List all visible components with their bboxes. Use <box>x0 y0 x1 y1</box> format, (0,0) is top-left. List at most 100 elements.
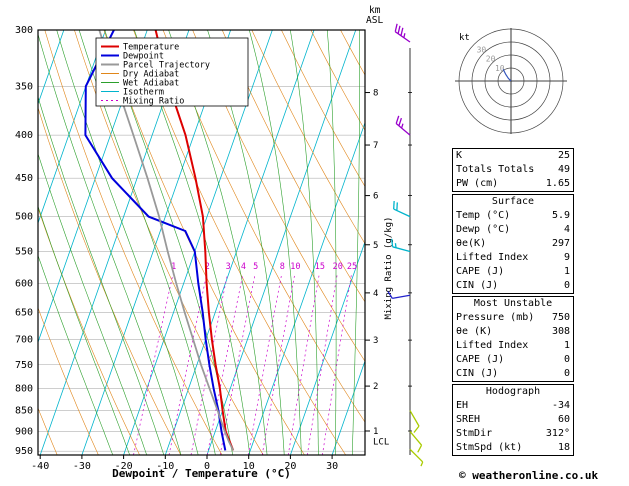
svg-text:800: 800 <box>15 383 33 394</box>
table-most-unstable-title: Most Unstable <box>473 298 553 309</box>
svg-text:5: 5 <box>253 262 258 272</box>
wind-barb <box>409 431 423 453</box>
svg-text:-20: -20 <box>115 461 133 472</box>
table-row: SREH 60 <box>453 413 573 427</box>
table-row-value: 0 <box>563 354 570 365</box>
table-row-value: 750 <box>551 312 570 323</box>
svg-text:20: 20 <box>284 461 296 472</box>
table-row-value: 1.65 <box>545 178 570 189</box>
svg-text:1: 1 <box>373 427 378 437</box>
table-row: CAPE (J) 1 <box>453 265 573 279</box>
table-row-label: CAPE (J) <box>456 354 505 365</box>
table-row-label: Dewp (°C) <box>456 224 511 235</box>
svg-text:25: 25 <box>347 262 357 272</box>
table-row-label: SREH <box>456 414 481 425</box>
copyright: © weatheronline.co.uk <box>459 469 599 482</box>
table-row: EH -34 <box>453 399 573 413</box>
table-row: StmDir 312° <box>453 427 573 441</box>
table-most-unstable-rows: Pressure (mb) 750 θe (K) 308 Lifted Index 1 CA… <box>453 311 573 381</box>
table-row-value: 25 <box>557 150 570 161</box>
indices-panel: K 25 Totals Totals 49 PW (cm) 1.65 Surface Te… <box>452 148 574 458</box>
svg-text:km: km <box>369 5 381 16</box>
svg-text:-10: -10 <box>156 461 174 472</box>
table-row: PW (cm) 1.65 <box>453 177 573 191</box>
legend-label: Mixing Ratio <box>123 97 184 107</box>
svg-text:20: 20 <box>333 262 343 272</box>
sounding-profiles <box>84 30 235 451</box>
svg-text:550: 550 <box>15 246 33 257</box>
table-row-value: 297 <box>551 238 570 249</box>
table-row: Dewp (°C) 4 <box>453 223 573 237</box>
svg-text:15: 15 <box>315 262 325 272</box>
table-row-label: Lifted Index <box>456 252 529 263</box>
table-hodograph-rows: EH -34 SREH 60 StmDir 312° StmSpd (kt) 18 <box>453 399 573 455</box>
svg-text:350: 350 <box>15 81 33 92</box>
svg-text:10: 10 <box>495 64 505 73</box>
svg-text:10: 10 <box>243 461 255 472</box>
legend-label: Temperature <box>123 43 179 53</box>
table-row: Lifted Index 1 <box>453 339 573 353</box>
table-row-value: 1 <box>563 266 570 277</box>
table-row-label: CAPE (J) <box>456 266 505 277</box>
legend-label: Isotherm <box>123 88 164 98</box>
table-row-value: 9 <box>563 252 570 263</box>
table-hodograph: Hodograph EH -34 SREH 60 StmDir 312° StmSpd (k… <box>452 384 574 456</box>
table-row-value: -34 <box>551 400 570 411</box>
table-row-label: Lifted Index <box>456 340 529 351</box>
svg-text:450: 450 <box>15 173 33 184</box>
wind-barb <box>409 410 420 433</box>
table-indices-rows: K 25 Totals Totals 49 PW (cm) 1.65 <box>453 149 573 191</box>
table-row: Temp (°C) 5.9 <box>453 209 573 223</box>
wind-barb <box>393 200 411 218</box>
wind-barb <box>395 115 411 136</box>
svg-text:6: 6 <box>373 192 378 202</box>
table-row-label: CIN (J) <box>456 368 499 379</box>
table-row: θe(K) 297 <box>453 237 573 251</box>
table-indices: K 25 Totals Totals 49 PW (cm) 1.65 <box>452 148 574 192</box>
svg-text:500: 500 <box>15 212 33 223</box>
table-row-value: 18 <box>557 442 570 453</box>
wet-adiabats <box>38 30 360 455</box>
wind-barb <box>391 238 411 253</box>
svg-text:20: 20 <box>486 55 496 64</box>
svg-text:4: 4 <box>241 262 246 272</box>
svg-text:5: 5 <box>373 241 378 251</box>
svg-text:30: 30 <box>326 461 338 472</box>
plot-border <box>37 29 366 456</box>
table-row-value: 0 <box>563 368 570 379</box>
legend-label: Wet Adiabat <box>123 79 179 89</box>
table-row-value: 1 <box>563 340 570 351</box>
table-surface: Surface Temp (°C) 5.9 Dewp (°C) 4 θe(K) 297 Li… <box>452 194 574 294</box>
table-row-label: CIN (J) <box>456 280 499 291</box>
svg-text:10: 10 <box>290 262 300 272</box>
table-surface-rows: Temp (°C) 5.9 Dewp (°C) 4 θe(K) 297 Lifted Ind… <box>453 209 573 293</box>
legend-label: Parcel Trajectory <box>123 61 210 71</box>
table-row: CIN (J) 0 <box>453 367 573 381</box>
table-row-value: 49 <box>557 164 570 175</box>
legend-label: Dry Adiabat <box>123 70 179 80</box>
temp-axis-label: Dewpoint / Temperature (°C) <box>112 467 291 480</box>
svg-text:650: 650 <box>15 308 33 319</box>
table-row: CAPE (J) 0 <box>453 353 573 367</box>
dewpoint-line <box>84 30 227 451</box>
table-row: CIN (J) 0 <box>453 279 573 293</box>
table-row: Totals Totals 49 <box>453 163 573 177</box>
table-row-value: 60 <box>557 414 570 425</box>
parcel-trajectory-line <box>98 30 235 451</box>
wind-barbs <box>387 23 424 467</box>
temp-labels: -40 -30 -20 -10 0 10 20 30 <box>31 455 338 472</box>
table-row-label: θe(K) <box>456 238 487 249</box>
mixing-axis-label: Mixing Ratio (g/kg) <box>384 217 394 320</box>
table-row: Lifted Index 9 <box>453 251 573 265</box>
pressure-gridlines <box>38 30 365 452</box>
table-row-value: 308 <box>551 326 570 337</box>
table-row-label: θe (K) <box>456 326 493 337</box>
table-row-value: 0 <box>563 280 570 291</box>
svg-text:8: 8 <box>280 262 285 272</box>
svg-text:-40: -40 <box>31 461 49 472</box>
table-row-label: Pressure (mb) <box>456 312 535 323</box>
mixing-ratio-lines: 1 2 3 4 5 8 10 15 20 25 <box>133 262 357 455</box>
